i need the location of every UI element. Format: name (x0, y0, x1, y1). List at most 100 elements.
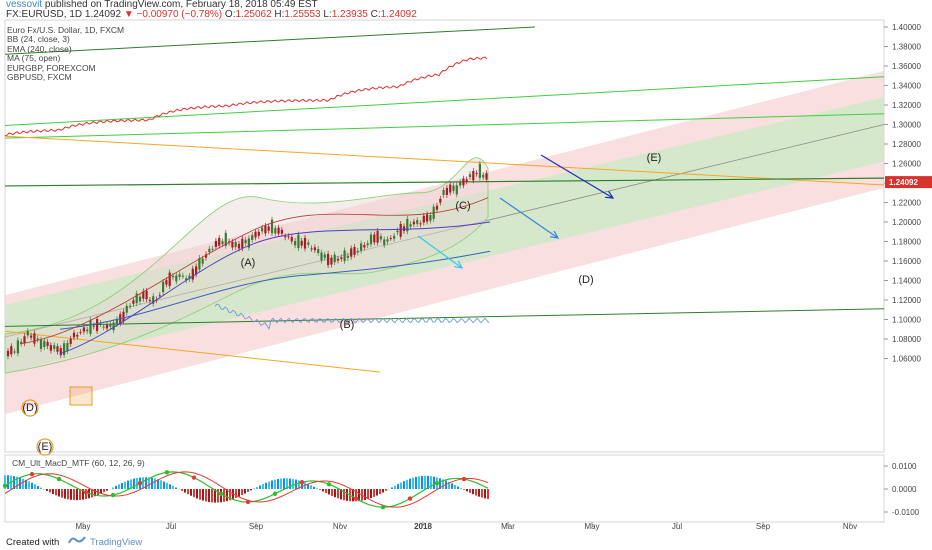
candle-body (350, 248, 353, 257)
candle-body (10, 346, 13, 355)
candle-body (459, 182, 462, 186)
macd-histogram-bar (160, 480, 162, 489)
candle-body (327, 253, 330, 266)
macd-histogram-bar (169, 484, 171, 489)
candle-body (439, 198, 442, 203)
candle-body (373, 234, 376, 243)
macd-histogram-bar (487, 489, 489, 499)
macd-histogram-bar (340, 489, 342, 500)
candle-body (191, 268, 194, 280)
trend-lines (4, 26, 885, 373)
candle-body (429, 215, 432, 221)
candle-body (435, 205, 439, 210)
macd-histogram-bar (205, 489, 207, 502)
macd-histogram-bar (79, 489, 81, 501)
dark-green-mid-line (4, 177, 885, 187)
candle-body (129, 305, 132, 307)
candle-body (16, 340, 19, 354)
macd-histogram-bar (148, 477, 150, 489)
macd-histogram-bar (133, 478, 135, 489)
macd-histogram-bar (439, 478, 441, 489)
candle-body (399, 223, 402, 237)
macd-histogram-bar (181, 489, 183, 491)
macd-cross-dot (380, 504, 386, 510)
candle-body (132, 300, 135, 304)
candle-body (336, 258, 340, 261)
macd-histogram-bar (112, 487, 114, 489)
candle-body (86, 329, 89, 332)
macd-histogram-bar (4, 475, 6, 489)
price-chart[interactable]: (A) (B) (C) (D) (E) (D) (E) 1.40000 1.38000 1.36… (0, 0, 932, 532)
macd-cross-dot (83, 490, 89, 495)
legend-ema: EMA (240, close) (7, 43, 72, 54)
candle-body (33, 333, 36, 344)
publisher-username[interactable]: vessovit (6, 0, 43, 10)
candle-body (353, 247, 356, 255)
macd-histogram-bar (70, 489, 72, 500)
macd-histogram-bar (316, 488, 318, 489)
macd-histogram-bar (106, 489, 108, 491)
tradingview-brand[interactable]: TradingView (90, 537, 143, 548)
candle-body (138, 296, 142, 302)
macd-histogram-bar (427, 475, 429, 489)
macd-histogram-bar (421, 475, 423, 489)
macd-histogram-bar (172, 485, 174, 489)
candle-body (360, 243, 363, 251)
price-tick-label: 1.16000 (892, 257, 921, 266)
macd-histogram-bar (145, 477, 147, 489)
candle-body (115, 319, 118, 325)
cyan-arrow-head (454, 260, 464, 269)
candle-body (294, 240, 297, 246)
price-tick-label: 1.06000 (892, 355, 921, 364)
macd-tick-label: -0.0100 (892, 508, 920, 517)
candle-body (76, 335, 79, 337)
macd-cross-dot (191, 475, 197, 480)
candle-body (426, 214, 429, 222)
candle-body (465, 179, 468, 182)
candle-body (79, 331, 82, 333)
ohlc-close-label: C: (370, 9, 381, 20)
time-tick-label: 2018 (414, 522, 432, 531)
macd-histogram-bar (364, 489, 366, 501)
candle-body (30, 335, 33, 338)
candle-body (449, 184, 452, 193)
macd-histogram-bar (25, 479, 27, 489)
macd-histogram-bar (481, 489, 483, 498)
bb-basis-line (19, 197, 489, 345)
macd-histogram-bar (271, 480, 273, 489)
macd-histogram-bar (199, 489, 201, 500)
candle-body (485, 173, 488, 180)
candle-body (323, 254, 326, 258)
time-tick-label: Nov (843, 522, 857, 531)
macd-histogram-bar (325, 489, 327, 494)
macd-cross-dot (110, 492, 116, 498)
macd-cross-dot (434, 480, 440, 486)
macd-histogram-bar (265, 482, 267, 489)
macd-cross-dot (164, 470, 170, 475)
candle-body (386, 239, 389, 242)
candle-body (46, 341, 49, 347)
macd-histogram-bar (157, 479, 159, 489)
candle-body (218, 237, 221, 246)
macd-histogram-bar (64, 489, 66, 499)
candle-body (181, 275, 184, 277)
candle-body (72, 332, 76, 338)
candle-body (20, 341, 23, 344)
macd-histogram-bar (334, 489, 336, 498)
candle-body (396, 230, 399, 233)
candle-body (13, 351, 16, 353)
candle-body (363, 245, 366, 248)
candle-body (251, 235, 254, 240)
macd-histogram-bar (247, 489, 249, 492)
macd-histogram-bar (7, 475, 9, 489)
macd-histogram-bar (19, 477, 21, 489)
macd-histogram-bar (313, 486, 315, 489)
macd-histogram-bar (331, 489, 333, 496)
candle-body (406, 218, 409, 232)
wave-marker-d (36, 438, 54, 456)
macd-histogram-bar (346, 489, 348, 501)
macd-histogram-bar (376, 489, 378, 496)
macd-histogram-bar (352, 489, 354, 502)
footer: Created with TradingView (0, 532, 932, 550)
last-price-badge-label: 1.24092 (889, 178, 918, 187)
